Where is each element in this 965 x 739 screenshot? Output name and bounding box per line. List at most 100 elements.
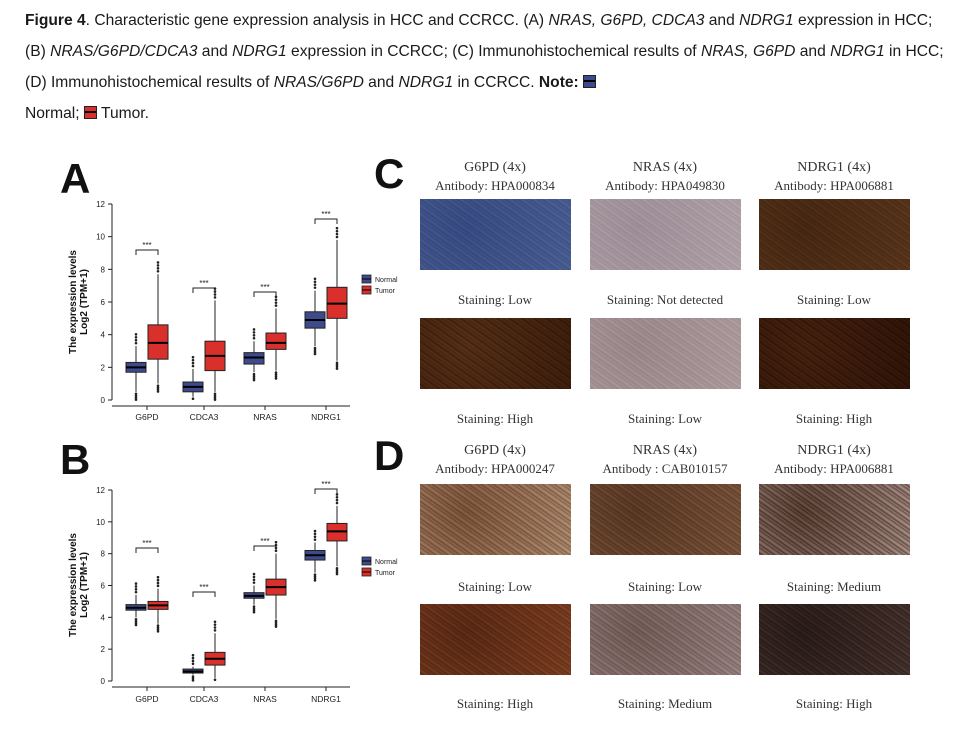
outlier-point xyxy=(335,498,339,502)
ihc-gene-label: NRAS (4x) xyxy=(632,160,698,175)
caption-text-3: expression in HCC; (B) xyxy=(25,12,933,60)
ihc-antibody-label: Antibody: HPA049830 xyxy=(605,178,725,193)
caption-gene-5: NRAS, G6PD xyxy=(700,43,796,60)
outlier-point xyxy=(274,373,278,376)
caption-text-7: in HCC; (D) Immunohistochemical results … xyxy=(25,43,944,91)
normal-swatch-icon xyxy=(583,75,597,88)
ihc-tissue-image xyxy=(590,484,741,555)
outlier-point xyxy=(134,396,138,400)
x-tick-label: NDRG1 xyxy=(311,694,341,704)
outlier-point xyxy=(274,377,278,380)
panel-label-d: D xyxy=(374,432,405,479)
ihc-tissue-image xyxy=(759,604,910,675)
ihc-tissue-image xyxy=(420,484,571,555)
outlier-point xyxy=(335,367,339,370)
outlier-point xyxy=(252,609,256,612)
y-tick-label: 12 xyxy=(96,486,105,495)
caption-normal-text: Normal; xyxy=(25,105,80,122)
outlier-point xyxy=(191,358,195,362)
outlier-point xyxy=(156,581,160,585)
outlier-point xyxy=(156,624,160,627)
significance-bracket xyxy=(253,545,277,551)
outlier-point xyxy=(313,575,317,578)
outlier-point xyxy=(191,355,195,359)
outlier-point xyxy=(191,659,195,663)
outlier-point xyxy=(156,390,160,393)
outlier-point xyxy=(274,625,278,628)
outlier-point xyxy=(274,619,278,623)
outlier-point xyxy=(134,585,138,588)
ihc-tissue-image xyxy=(759,318,910,389)
outlier-point xyxy=(213,629,217,632)
y-tick-label: 8 xyxy=(101,550,106,559)
outlier-point xyxy=(335,226,339,230)
outlier-point xyxy=(213,293,217,296)
significance-bracket xyxy=(253,291,277,297)
outlier-point xyxy=(213,392,217,396)
outlier-point xyxy=(156,269,160,273)
outlier-point xyxy=(313,277,317,281)
ihc-gene-label: NDRG1 (4x) xyxy=(797,160,871,175)
outlier-point xyxy=(252,376,256,380)
significance-label: *** xyxy=(321,480,330,489)
outlier-point xyxy=(252,607,256,610)
ihc-antibody-label: Antibody: HPA006881 xyxy=(774,178,894,193)
outlier-point xyxy=(134,623,138,627)
outlier-point xyxy=(156,384,160,387)
y-tick-label: 6 xyxy=(101,582,106,591)
ihc-antibody-label: Antibody: HPA006881 xyxy=(774,461,894,476)
outlier-point xyxy=(335,365,339,368)
caption-text-1: . Characteristic gene expression analysi… xyxy=(85,12,549,29)
ihc-tissue-image xyxy=(420,199,571,270)
caption-text-8: and xyxy=(363,74,399,91)
outlier-point xyxy=(156,584,160,588)
outlier-point xyxy=(252,336,256,340)
y-tick-label: 2 xyxy=(101,363,106,372)
ihc-staining-label: Staining: Low xyxy=(457,292,533,307)
caption-text-9: in CCRCC. xyxy=(453,74,539,91)
ihc-tissue-image xyxy=(759,199,910,270)
outlier-point xyxy=(156,388,160,391)
outlier-point xyxy=(335,496,339,499)
caption-note-label: Note: xyxy=(538,74,579,91)
ihc-gene-label: G6PD (4x) xyxy=(464,160,526,175)
outlier-point xyxy=(274,304,278,307)
outlier-point xyxy=(213,396,217,400)
ihc-antibody-label: Antibody: HPA000834 xyxy=(435,178,555,193)
figure-caption: Figure 4. Characteristic gene expression… xyxy=(25,5,945,129)
outlier-point xyxy=(156,578,160,582)
ihc-staining-label: Staining: Low xyxy=(627,579,703,594)
outlier-point xyxy=(252,378,256,382)
ihc-staining-label: Staining: Low xyxy=(796,292,872,307)
outlier-point xyxy=(156,261,160,264)
outlier-point xyxy=(156,626,160,629)
y-axis-label-line1: The expression levels xyxy=(68,250,79,354)
outlier-point xyxy=(335,568,339,572)
x-tick-label: G6PD xyxy=(135,412,158,422)
outlier-point xyxy=(335,229,339,233)
legend-label-tumor: Tumor xyxy=(375,288,396,295)
outlier-point xyxy=(134,392,138,396)
outlier-point xyxy=(191,361,195,365)
outlier-point xyxy=(335,570,339,574)
x-tick-label: CDCA3 xyxy=(190,412,219,422)
outlier-point xyxy=(134,398,138,401)
y-tick-label: 0 xyxy=(101,396,106,405)
outlier-point xyxy=(134,621,138,625)
tumor-swatch-icon xyxy=(83,106,97,119)
ihc-tissue-image xyxy=(420,318,571,389)
significance-bracket xyxy=(192,591,216,597)
significance-label: *** xyxy=(142,241,151,250)
outlier-point xyxy=(252,572,256,576)
significance-bracket xyxy=(314,218,338,224)
ihc-gene-label: G6PD (4x) xyxy=(464,443,526,458)
ihc-staining-label: Staining: Low xyxy=(457,579,533,594)
outlier-point xyxy=(213,623,217,626)
outlier-point xyxy=(252,578,256,582)
outlier-point xyxy=(213,394,217,398)
caption-text-5: expression in CCRCC; (C) Immunohistochem… xyxy=(286,43,701,60)
outlier-point xyxy=(274,301,278,304)
significance-label: *** xyxy=(142,539,151,548)
ihc-antibody-label: Antibody: HPA000247 xyxy=(435,461,555,476)
